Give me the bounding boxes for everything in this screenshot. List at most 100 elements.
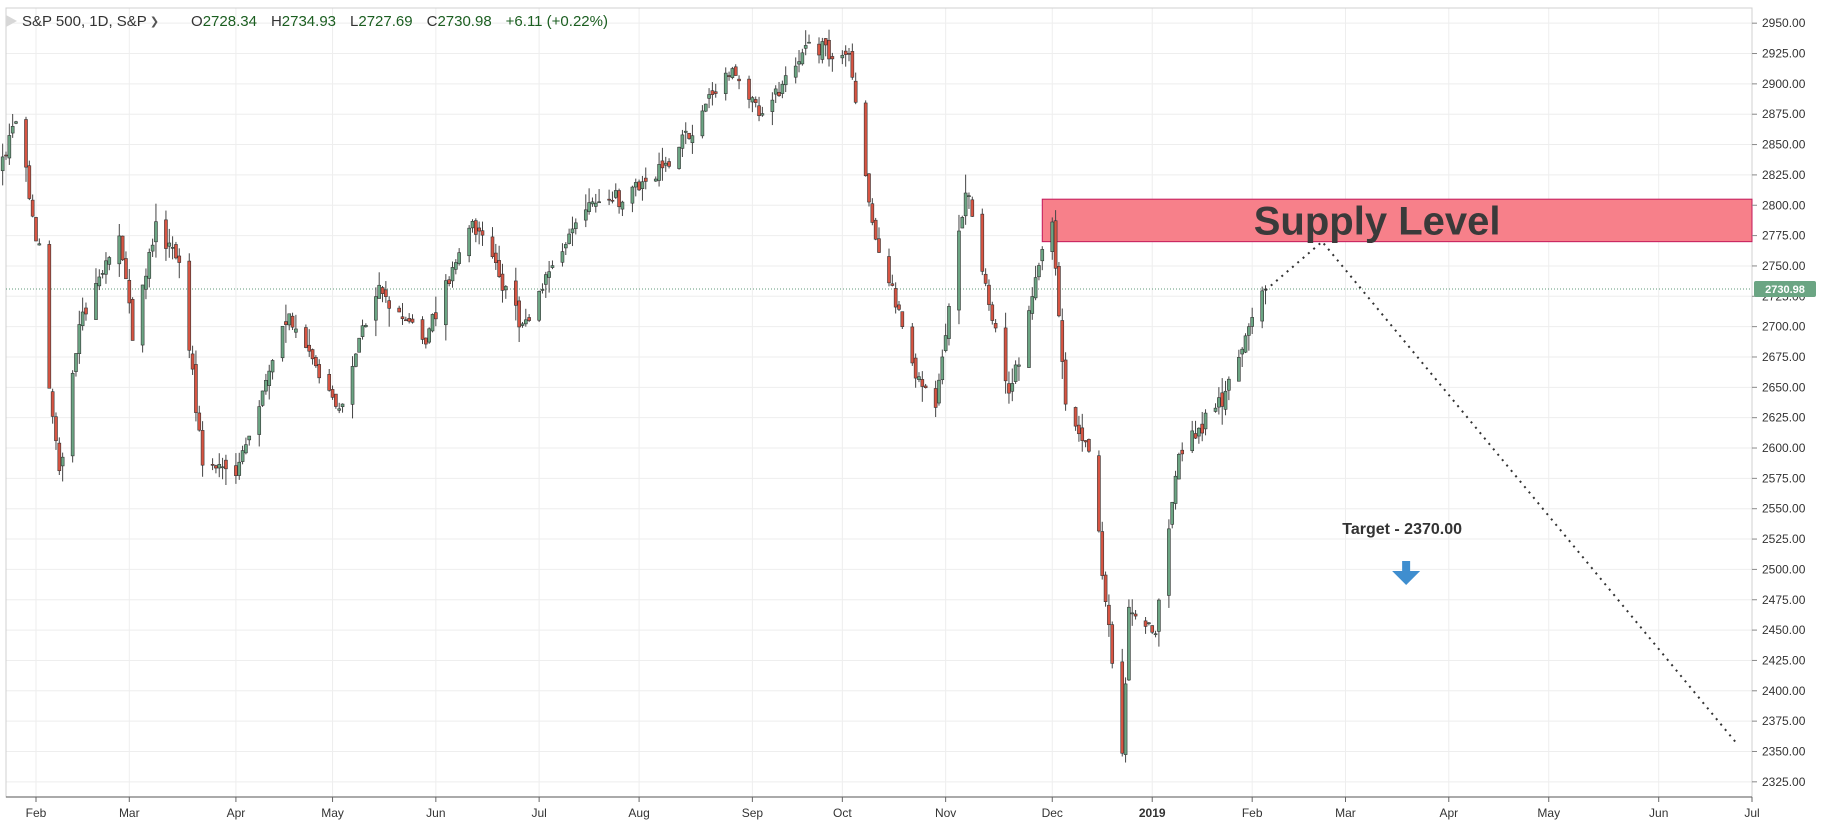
candle-body: [117, 235, 122, 265]
candle-body: [877, 238, 881, 253]
candle-body: [77, 324, 82, 354]
candle-body: [967, 195, 971, 197]
candle-body: [613, 190, 618, 198]
candle-body: [1130, 612, 1135, 615]
candle-body: [1200, 423, 1205, 434]
candle-body: [773, 88, 778, 95]
candle-body: [140, 284, 145, 346]
candle-body: [214, 465, 218, 469]
supply-zone-label: Supply Level: [1254, 199, 1501, 243]
candle-body: [1003, 327, 1008, 382]
candle-body: [517, 300, 521, 328]
x-tick-label: Oct: [833, 806, 852, 820]
candle-body: [430, 314, 435, 332]
x-tick-label: Jul: [531, 806, 546, 820]
candle-body: [97, 276, 102, 287]
candle-body: [47, 244, 52, 389]
candle-body: [260, 390, 265, 406]
candle-body: [990, 304, 995, 321]
candle-body: [887, 256, 891, 284]
candle-body: [567, 233, 571, 244]
y-tick-label: 2950.00: [1762, 16, 1806, 30]
candle-body: [270, 360, 275, 373]
x-tick-label: May: [1537, 806, 1560, 820]
candle-body: [1057, 265, 1061, 317]
candle-body: [1030, 296, 1035, 314]
candle-body: [454, 262, 458, 270]
candle-body: [100, 273, 105, 275]
candle-body: [120, 235, 125, 261]
y-tick-label: 2400.00: [1762, 684, 1806, 698]
candle-body: [657, 164, 661, 181]
x-tick-label: Dec: [1042, 806, 1063, 820]
ohlc-close-value: 2730.98: [437, 12, 492, 30]
candle-body: [1167, 528, 1171, 596]
y-tick-label: 2650.00: [1762, 380, 1806, 394]
candle-body: [900, 311, 905, 327]
candle-body: [1133, 613, 1138, 617]
candle-body: [234, 465, 238, 476]
candle-body: [970, 199, 975, 217]
candle-body: [444, 280, 448, 326]
x-tick-label: Aug: [628, 806, 649, 820]
x-tick-label: Apr: [227, 806, 246, 820]
candle-body: [1097, 455, 1101, 532]
candle-body: [387, 300, 391, 309]
candle-body: [470, 221, 475, 229]
candle-body: [643, 177, 648, 182]
candle-body: [1040, 249, 1045, 262]
candle-body: [563, 244, 568, 249]
candle-body: [1223, 390, 1228, 410]
candle-body: [570, 228, 575, 234]
ohlc-close-key: C: [426, 12, 438, 30]
candle-body: [910, 326, 915, 364]
chevron-down-icon[interactable]: ❯: [149, 15, 160, 28]
candle-body: [74, 353, 78, 372]
candle-body: [457, 252, 461, 264]
candle-body: [474, 220, 478, 235]
y-tick-label: 2525.00: [1762, 532, 1806, 546]
candle-body: [1060, 320, 1065, 362]
candle-body: [170, 247, 175, 249]
candle-body: [963, 192, 968, 217]
candle-body: [397, 307, 401, 313]
candle-body: [620, 201, 625, 210]
candle-body: [217, 464, 222, 469]
candle-body: [1173, 475, 1178, 504]
x-tick-label: Sep: [742, 806, 764, 820]
y-tick-label: 2675.00: [1762, 350, 1806, 364]
candle-body: [240, 450, 245, 462]
candle-body: [330, 389, 335, 398]
x-tick-label: Jun: [426, 806, 445, 820]
candle-body: [354, 353, 358, 367]
candle-body: [284, 321, 288, 325]
candle-body: [1080, 427, 1085, 441]
down-arrow-shape: [1392, 561, 1421, 586]
time-axis[interactable]: Feb Mar Apr May Jun Jul Aug Sep Oct Nov Dec 2019 Feb…: [6, 796, 1760, 820]
x-tick-label: Feb: [26, 806, 47, 820]
y-tick-label: 2600.00: [1762, 441, 1806, 455]
y-tick-label: 2900.00: [1762, 77, 1806, 91]
symbol-label[interactable]: S&P 500, 1D, S&P: [22, 12, 147, 30]
last-price-badge: 2730.98: [1754, 281, 1816, 298]
plot-border: [5, 7, 1753, 798]
candle-body: [1123, 683, 1128, 755]
candle-body: [450, 267, 455, 282]
candle-body: [760, 113, 765, 116]
candle-body: [1037, 265, 1041, 278]
x-tick-label: Nov: [935, 806, 956, 820]
candle-body: [1153, 633, 1158, 636]
candle-body: [1193, 433, 1198, 439]
ohlc-close: C2730.98: [427, 13, 492, 30]
candle-body: [687, 132, 691, 139]
candle-body: [384, 289, 388, 297]
candle-body: [737, 78, 741, 82]
y-tick-label: 2475.00: [1762, 593, 1806, 607]
candle-body: [14, 121, 18, 124]
candle-body: [190, 353, 195, 370]
price-axis[interactable]: 2325.00 2350.00 2375.00 2400.00 2425.00 2450.…: [1752, 16, 1806, 789]
candle-body: [753, 99, 758, 103]
candle-body: [1240, 348, 1244, 355]
